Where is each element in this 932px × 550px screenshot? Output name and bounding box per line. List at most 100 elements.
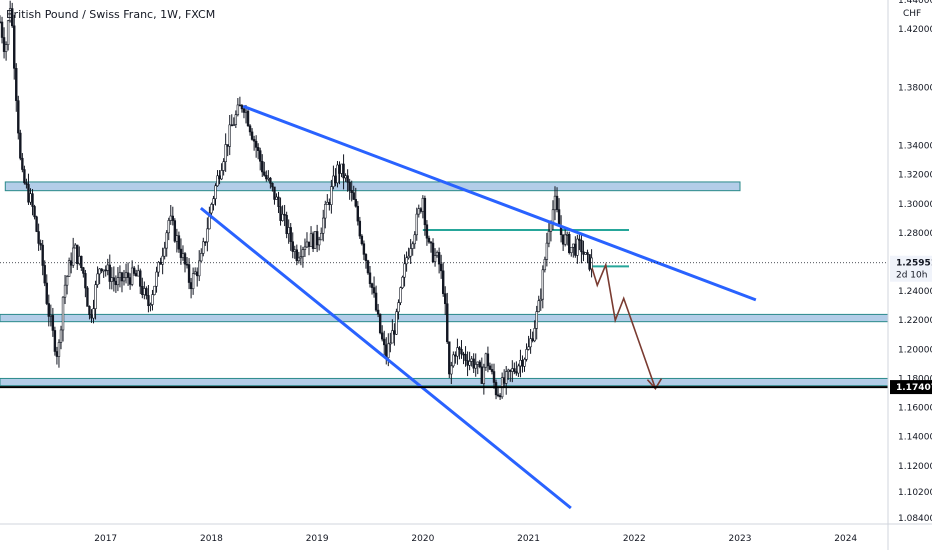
- candle-body: [287, 227, 290, 235]
- candle-body: [435, 252, 439, 256]
- last-price-value: 1.25951: [896, 259, 932, 269]
- candle-body: [124, 272, 128, 278]
- candle-body: [378, 313, 382, 334]
- candle-body: [494, 382, 498, 396]
- candle-body: [259, 150, 262, 162]
- x-tick-label: 2023: [729, 534, 752, 544]
- candle-body: [71, 247, 75, 266]
- candle-body: [230, 124, 233, 127]
- candle-body: [374, 292, 378, 311]
- y-tick-label: 1.44000: [898, 0, 932, 6]
- candle-body: [588, 254, 591, 270]
- candle-body: [234, 114, 238, 125]
- candle-body: [267, 177, 270, 180]
- candle-body: [421, 197, 425, 212]
- candle-body: [141, 286, 144, 295]
- candle-body: [441, 270, 445, 294]
- candle-body: [2, 37, 6, 52]
- candle-body: [114, 280, 118, 286]
- candle-body: [362, 243, 366, 255]
- candle-body: [238, 104, 242, 107]
- candle-body: [208, 212, 211, 230]
- candle-body: [273, 186, 276, 200]
- candle-body: [291, 241, 294, 252]
- candle-body: [346, 175, 349, 183]
- candle-body: [582, 251, 585, 255]
- candle-body: [250, 131, 254, 140]
- candle-body: [130, 267, 134, 285]
- candle-body: [389, 342, 392, 345]
- candle-body: [169, 215, 172, 221]
- candle-body: [368, 272, 372, 284]
- candle-body: [342, 163, 345, 179]
- candle-body: [470, 358, 473, 362]
- sr-zone: [0, 313, 889, 323]
- candle-body: [51, 315, 55, 331]
- y-tick-label: 1.10200: [898, 488, 932, 498]
- candle-body: [572, 243, 575, 248]
- candle-body: [370, 283, 374, 288]
- candle-body: [47, 303, 50, 317]
- candle-body: [246, 110, 250, 127]
- candle-body: [116, 277, 120, 286]
- candle-body: [419, 208, 423, 212]
- y-tick-label: 1.20000: [898, 345, 932, 355]
- candle-body: [446, 303, 449, 343]
- candle-body: [173, 220, 177, 242]
- candle-body: [344, 175, 347, 179]
- candle-body: [328, 201, 331, 205]
- candle-body: [265, 175, 268, 180]
- currency-label: CHF: [903, 9, 921, 19]
- candle-body: [126, 272, 130, 278]
- candle-body: [275, 196, 278, 200]
- candle-body: [67, 260, 71, 277]
- candle-body: [313, 231, 317, 249]
- candle-body: [464, 354, 467, 361]
- candle-body: [55, 351, 59, 357]
- candle-body: [484, 353, 488, 368]
- candle-body: [281, 213, 284, 221]
- candle-body: [356, 205, 360, 222]
- candle-body: [210, 204, 213, 214]
- candle-body: [561, 234, 565, 245]
- candle-body: [478, 361, 481, 368]
- candle-body: [340, 163, 343, 174]
- candle-body: [401, 276, 404, 289]
- candle-body: [74, 244, 77, 249]
- candle-body: [543, 259, 547, 271]
- candle-body: [551, 209, 555, 224]
- candle-body: [549, 223, 553, 232]
- candle-body: [476, 361, 479, 365]
- candle-body: [486, 353, 490, 367]
- candle-body: [88, 306, 91, 315]
- candle-body: [576, 238, 579, 256]
- candle-body: [586, 252, 589, 255]
- candle-body: [395, 311, 398, 335]
- y-tick-label: 1.42000: [898, 25, 932, 35]
- candle-body: [399, 287, 402, 303]
- candle-body: [429, 241, 433, 244]
- candle-body: [122, 277, 126, 282]
- candle-body: [462, 353, 465, 356]
- candle-body: [299, 256, 303, 259]
- candle-body: [195, 271, 199, 277]
- candle-body: [376, 309, 380, 315]
- candle-body: [112, 277, 116, 282]
- candle-body: [531, 338, 534, 342]
- candle-body: [452, 354, 455, 367]
- candle-body: [271, 182, 274, 188]
- candle-body: [385, 344, 388, 359]
- candle-body: [466, 360, 469, 366]
- candle-body: [157, 261, 160, 273]
- candle-body: [417, 208, 420, 215]
- candle-body: [372, 287, 376, 294]
- candle-body: [444, 293, 447, 305]
- candle-body: [171, 215, 175, 221]
- candle-body: [167, 220, 170, 234]
- candle-body: [29, 193, 32, 203]
- candle-body: [439, 263, 443, 272]
- candle-body: [490, 369, 494, 372]
- x-tick-label: 2024: [834, 534, 857, 544]
- candle-body: [580, 240, 583, 253]
